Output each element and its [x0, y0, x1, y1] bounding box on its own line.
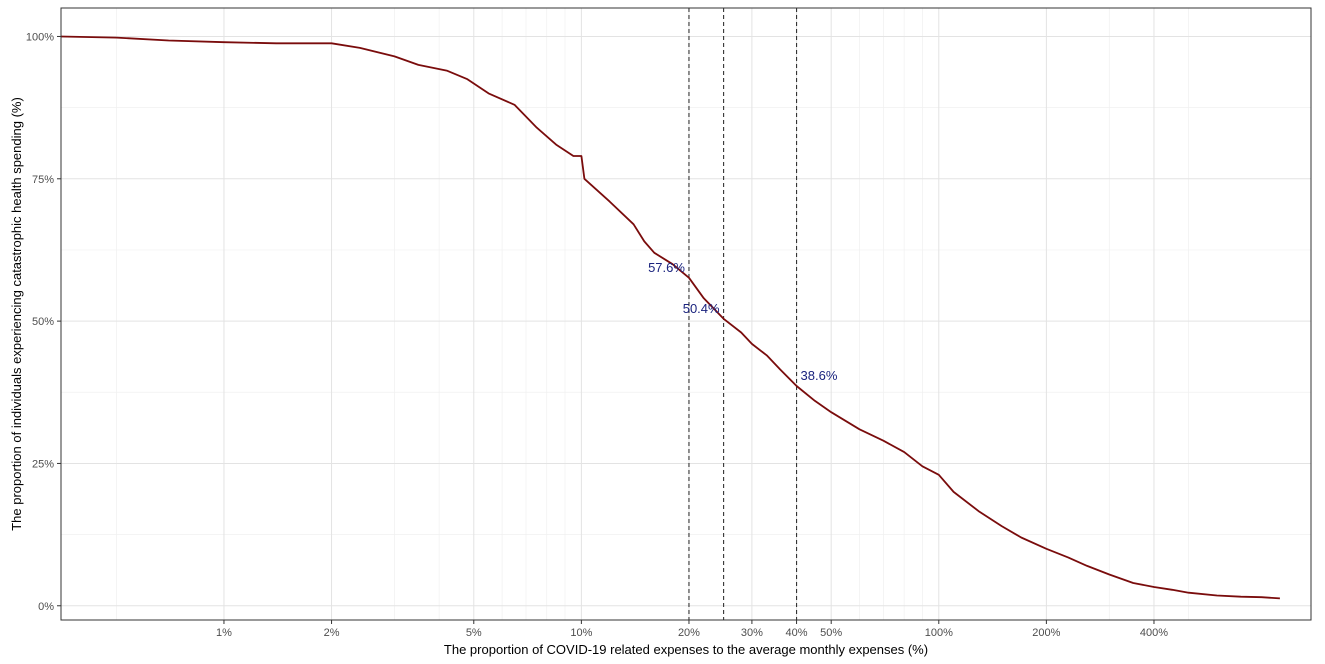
y-axis-ticks: 0% 25% 50% 75% 100%: [26, 31, 61, 613]
x-tick-label: 1%: [216, 627, 232, 639]
x-tick-label: 40%: [786, 627, 808, 639]
x-tick-label: 100%: [925, 627, 953, 639]
x-axis-title: The proportion of COVID-19 related expen…: [444, 642, 928, 657]
y-tick-label: 0%: [38, 601, 54, 613]
x-tick-label: 200%: [1032, 627, 1060, 639]
reference-annotation: 57.6%: [648, 260, 685, 275]
minor-gridlines: [61, 8, 1311, 620]
x-tick-label: 20%: [678, 627, 700, 639]
y-tick-label: 100%: [26, 31, 54, 43]
annotations-layer: 57.6% 50.4% 38.6%: [648, 260, 838, 383]
plot-background: [61, 8, 1311, 620]
x-tick-label: 10%: [570, 627, 592, 639]
series-line: [60, 35, 1280, 600]
plot-border: [60, 7, 1312, 621]
y-axis-title: The proportion of individuals experienci…: [9, 97, 24, 531]
series-layer: [60, 35, 1280, 600]
y-tick-label: 50%: [32, 316, 54, 328]
reference-lines: [688, 8, 798, 620]
x-tick-label: 2%: [324, 627, 340, 639]
x-tick-label: 50%: [820, 627, 842, 639]
x-tick-label: 400%: [1140, 627, 1168, 639]
x-axis-ticks: 1% 2% 5% 10% 20% 30% 40% 50% 100% 200% 400%: [216, 620, 1168, 639]
reference-annotation: 38.6%: [801, 368, 838, 383]
x-tick-label: 30%: [741, 627, 763, 639]
y-tick-label: 25%: [32, 458, 54, 470]
x-tick-label: 5%: [466, 627, 482, 639]
y-tick-label: 75%: [32, 174, 54, 186]
reference-annotation: 50.4%: [683, 301, 720, 316]
